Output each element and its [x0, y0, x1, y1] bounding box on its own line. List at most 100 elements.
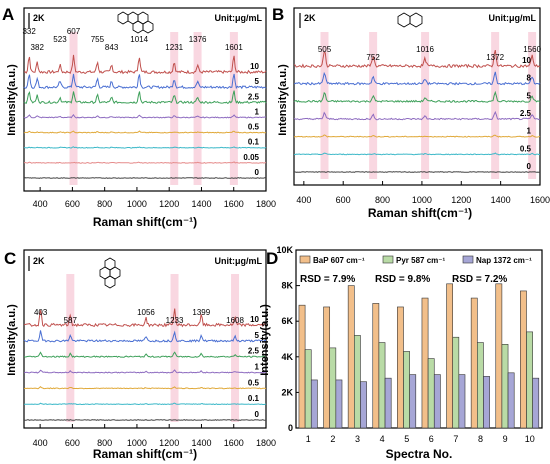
peak-labels-b: 505 752 1016 1372 1560: [318, 45, 542, 62]
spectra-lines-a: [23, 54, 267, 179]
concentration-label: 2.5: [248, 92, 260, 101]
peak-label: 403: [34, 308, 48, 317]
unit-label-c: Unit:μg/mL: [215, 256, 263, 266]
concentration-label: 8: [527, 74, 532, 83]
bars-d: [298, 283, 540, 429]
concentration-label: 2.5: [248, 347, 260, 356]
concentration-label: 10: [522, 56, 531, 65]
x-tick-label: 800: [97, 199, 112, 209]
x-tick-label: 600: [65, 438, 80, 448]
peak-label: 1399: [192, 308, 210, 317]
peak-label: 755: [91, 35, 105, 44]
bar: [433, 374, 441, 429]
x-tick-label: 10: [525, 434, 535, 444]
highlight-band: [528, 32, 537, 179]
panel-b: B 10 8 5 2.5 1 0.5 0 505 752 1016 1372 1560 400 600…: [272, 5, 550, 220]
concentration-labels-c: 10 5 2.5 1 0.5 0.1 0: [248, 315, 260, 419]
spectrum-line: [23, 330, 267, 343]
peak-label: 752: [366, 53, 380, 62]
peak-label: 1014: [130, 35, 148, 44]
bar: [452, 336, 460, 429]
bar: [409, 374, 417, 429]
panel-d: D 0 2K 4K 6K 8K 10K 1 2 3 4 5 6 7 8 9 10 BaP 607 cm⁻¹ P…: [259, 245, 543, 461]
peak-label: 1376: [189, 35, 207, 44]
rsd-annotation: RSD = 7.2%: [452, 274, 507, 285]
highlight-band: [369, 32, 378, 179]
pyrene-structure-icon: [99, 257, 121, 289]
scale-bar-label-c: 2K: [33, 256, 45, 266]
highlight-bands-a: [69, 32, 238, 185]
bar: [403, 351, 410, 429]
x-tick-label: 1800: [256, 199, 276, 209]
x-tick-label: 1000: [412, 195, 432, 205]
rsd-annotations-d: RSD = 7.9% RSD = 9.8% RSD = 7.2%: [300, 274, 507, 285]
x-axis-label-c: Raman shift(cm⁻¹): [93, 447, 197, 461]
concentration-label: 1: [255, 363, 260, 372]
plot-frame-b: [293, 7, 541, 186]
y-axis-label-d: Intensity(a.u.): [259, 304, 271, 376]
x-tick-label: 1000: [127, 199, 147, 209]
x-tick-label: 800: [97, 438, 112, 448]
spectrum-line: [23, 369, 267, 374]
rsd-annotation: RSD = 9.8%: [375, 274, 430, 285]
spectra-lines-c: [23, 308, 267, 421]
x-axis-label-a: Raman shift(cm⁻¹): [93, 215, 197, 229]
y-axis-label-b: Intensity(a.u.): [277, 64, 289, 136]
x-tick-label: 1600: [224, 199, 244, 209]
bar: [483, 376, 490, 429]
x-tick-label: 1200: [451, 195, 471, 205]
peak-label: 505: [318, 45, 332, 54]
benzo-a-pyrene-structure-icon: [117, 11, 154, 34]
concentration-label: 5: [255, 77, 260, 86]
plot-frame-a: [23, 7, 267, 192]
concentration-labels-a: 10 5 2.5 1 0.5 0.1 0.05 0: [243, 62, 259, 177]
peak-label: 587: [64, 316, 78, 325]
x-tick-label: 5: [404, 434, 409, 444]
x-tick-label: 8: [478, 434, 483, 444]
highlight-band: [320, 32, 329, 179]
peak-label: 843: [105, 43, 119, 52]
legend-d: BaP 607 cm⁻¹ Pyr 587 cm⁻¹ Nap 1372 cm⁻¹: [299, 255, 532, 265]
concentration-label: 0: [527, 162, 532, 171]
bar: [372, 303, 380, 429]
spectrum-line: [23, 54, 267, 75]
peak-labels-c: 403 587 1056 1233 1399 1608: [34, 308, 245, 325]
bar: [354, 335, 361, 429]
concentration-label: 0: [255, 410, 260, 419]
concentration-label: 2.5: [520, 109, 532, 118]
legend-label: Nap 1372 cm⁻¹: [476, 256, 532, 265]
bar: [384, 377, 392, 429]
concentration-labels-b: 10 8 5 2.5 1 0.5 0: [520, 56, 532, 171]
legend-swatch: [462, 255, 474, 264]
x-tick-label: 600: [65, 199, 80, 209]
spectrum-line: [23, 402, 267, 406]
x-tick-label: 6: [429, 434, 434, 444]
highlight-bands-c: [66, 274, 240, 422]
x-ticks-d: 1 2 3 4 5 6 7 8 9 10: [306, 434, 535, 444]
spectrum-line: [293, 134, 541, 138]
highlight-band: [69, 32, 78, 185]
spectrum-line: [23, 130, 267, 134]
concentration-label: 5: [255, 331, 260, 340]
peak-label: 1056: [137, 308, 155, 317]
highlight-band: [170, 32, 179, 185]
legend-label: BaP 607 cm⁻¹: [313, 256, 365, 265]
legend-swatch: [382, 255, 394, 264]
peak-label: 1608: [226, 316, 244, 325]
peak-label: 1016: [416, 45, 434, 54]
spectrum-line: [23, 308, 267, 328]
bar: [495, 283, 503, 429]
spectrum-line: [293, 71, 541, 86]
spectrum-line: [23, 73, 267, 90]
scale-bar-label-b: 2K: [304, 13, 316, 23]
peak-label: 1372: [486, 53, 504, 62]
spectrum-line: [293, 152, 541, 156]
concentration-label: 0.05: [243, 153, 259, 162]
concentration-label: 0.5: [248, 378, 260, 387]
bar: [501, 344, 509, 429]
x-tick-label: 400: [33, 438, 48, 448]
unit-label-a: Unit:μg/mL: [215, 13, 263, 23]
y-tick-label: 8K: [281, 281, 293, 291]
y-axis-label-c: Intensity(a.u.): [6, 304, 18, 376]
